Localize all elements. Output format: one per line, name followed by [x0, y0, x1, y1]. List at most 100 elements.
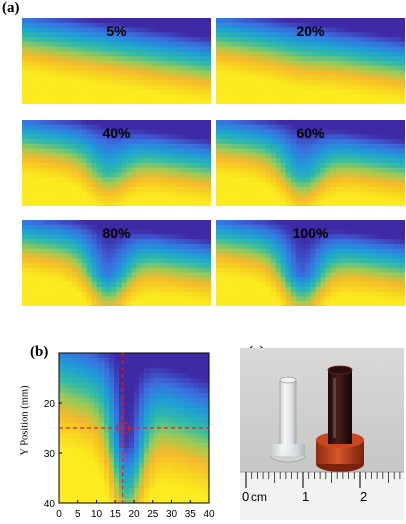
map-40pct-label: 40% — [102, 125, 131, 141]
map-cell — [245, 301, 252, 306]
map-cell — [245, 51, 252, 57]
map-cell — [146, 243, 152, 250]
map-cell — [230, 191, 237, 198]
map-cell — [320, 282, 327, 288]
map-cell — [250, 129, 257, 135]
heatmap-cell — [199, 413, 205, 419]
map-cell — [265, 220, 272, 226]
map-cell — [76, 32, 83, 38]
map-cell — [41, 258, 48, 264]
map-cell — [325, 153, 331, 159]
heatmap-cell — [124, 413, 130, 419]
map-cell — [176, 153, 182, 159]
map-cell — [235, 186, 242, 193]
map-cell — [56, 220, 63, 226]
map-cell — [116, 229, 123, 235]
map-cell — [116, 191, 123, 198]
map-cell — [161, 253, 167, 259]
map-20pct-label: 20% — [296, 23, 325, 39]
map-cell — [270, 99, 277, 104]
map-cell — [390, 120, 396, 126]
map-cell — [285, 296, 292, 302]
map-cell — [275, 65, 282, 72]
heatmap-cell — [194, 473, 200, 479]
map-cell — [186, 163, 192, 169]
map-cell — [86, 253, 93, 259]
map-cell — [390, 148, 396, 155]
map-cell — [121, 248, 128, 255]
map-cell — [315, 148, 322, 155]
map-cell — [325, 134, 331, 140]
map-cell — [51, 94, 58, 100]
map-cell — [265, 272, 272, 278]
map-cell — [41, 272, 48, 278]
heatmap-cell — [69, 418, 75, 424]
map-cell — [206, 201, 211, 206]
map-cell — [240, 32, 247, 38]
map-cell — [380, 134, 386, 140]
heatmap-cell — [159, 358, 165, 364]
map-cell — [400, 158, 405, 164]
map-cell — [295, 70, 302, 76]
map-cell — [141, 158, 147, 164]
map-cell — [106, 61, 113, 67]
map-cell — [385, 89, 391, 96]
map-cell — [365, 191, 371, 198]
heatmap-cell — [124, 368, 130, 374]
map-cell — [41, 220, 48, 226]
map-cell — [225, 291, 232, 298]
heatmap-cell — [164, 468, 170, 474]
map-cell — [36, 46, 43, 53]
map-cell — [225, 263, 232, 269]
map-cell — [181, 277, 187, 283]
map-cell — [76, 191, 83, 198]
heatmap-cell — [114, 353, 120, 359]
heatmap-cell — [144, 433, 150, 439]
map-cell — [345, 282, 351, 288]
map-cell — [275, 61, 282, 67]
map-cell — [265, 191, 272, 198]
map-cell — [46, 224, 53, 231]
map-cell — [225, 80, 232, 86]
heatmap-cell — [149, 368, 155, 374]
map-cell — [220, 167, 227, 174]
map-cell — [106, 153, 113, 159]
map-cell — [46, 291, 53, 298]
map-cell — [365, 286, 371, 293]
map-cell — [355, 282, 361, 288]
map-cell — [51, 134, 58, 140]
map-cell — [131, 248, 137, 255]
heatmap-cell — [69, 433, 75, 439]
map-cell — [300, 291, 307, 298]
map-cell — [290, 191, 297, 198]
map-cell — [161, 224, 167, 231]
map-cell — [290, 272, 297, 278]
map-cell — [141, 37, 147, 43]
map-cell — [275, 46, 282, 53]
map-cell — [280, 182, 287, 188]
map-cell — [166, 163, 172, 169]
map-cell — [310, 239, 317, 245]
heatmap-cell — [144, 358, 150, 364]
heatmap-cell — [124, 408, 130, 414]
map-cell — [315, 129, 322, 135]
map-cell — [390, 282, 396, 288]
map-cell — [350, 220, 356, 226]
heatmap-cell — [124, 398, 130, 404]
map-cell — [131, 177, 137, 183]
map-cell — [360, 186, 366, 193]
map-cell — [340, 46, 346, 53]
map-cell — [176, 301, 182, 306]
map-cell — [146, 139, 152, 145]
map-cell — [196, 272, 202, 278]
map-cell — [375, 51, 381, 57]
map-cell — [56, 291, 63, 298]
map-cell — [270, 94, 277, 100]
map-cell — [250, 291, 257, 298]
map-cell — [121, 243, 128, 250]
map-cell — [315, 191, 322, 198]
heatmap-cell — [129, 383, 135, 389]
map-cell — [101, 99, 108, 104]
map-cell — [96, 139, 103, 145]
map-cell — [111, 158, 118, 164]
